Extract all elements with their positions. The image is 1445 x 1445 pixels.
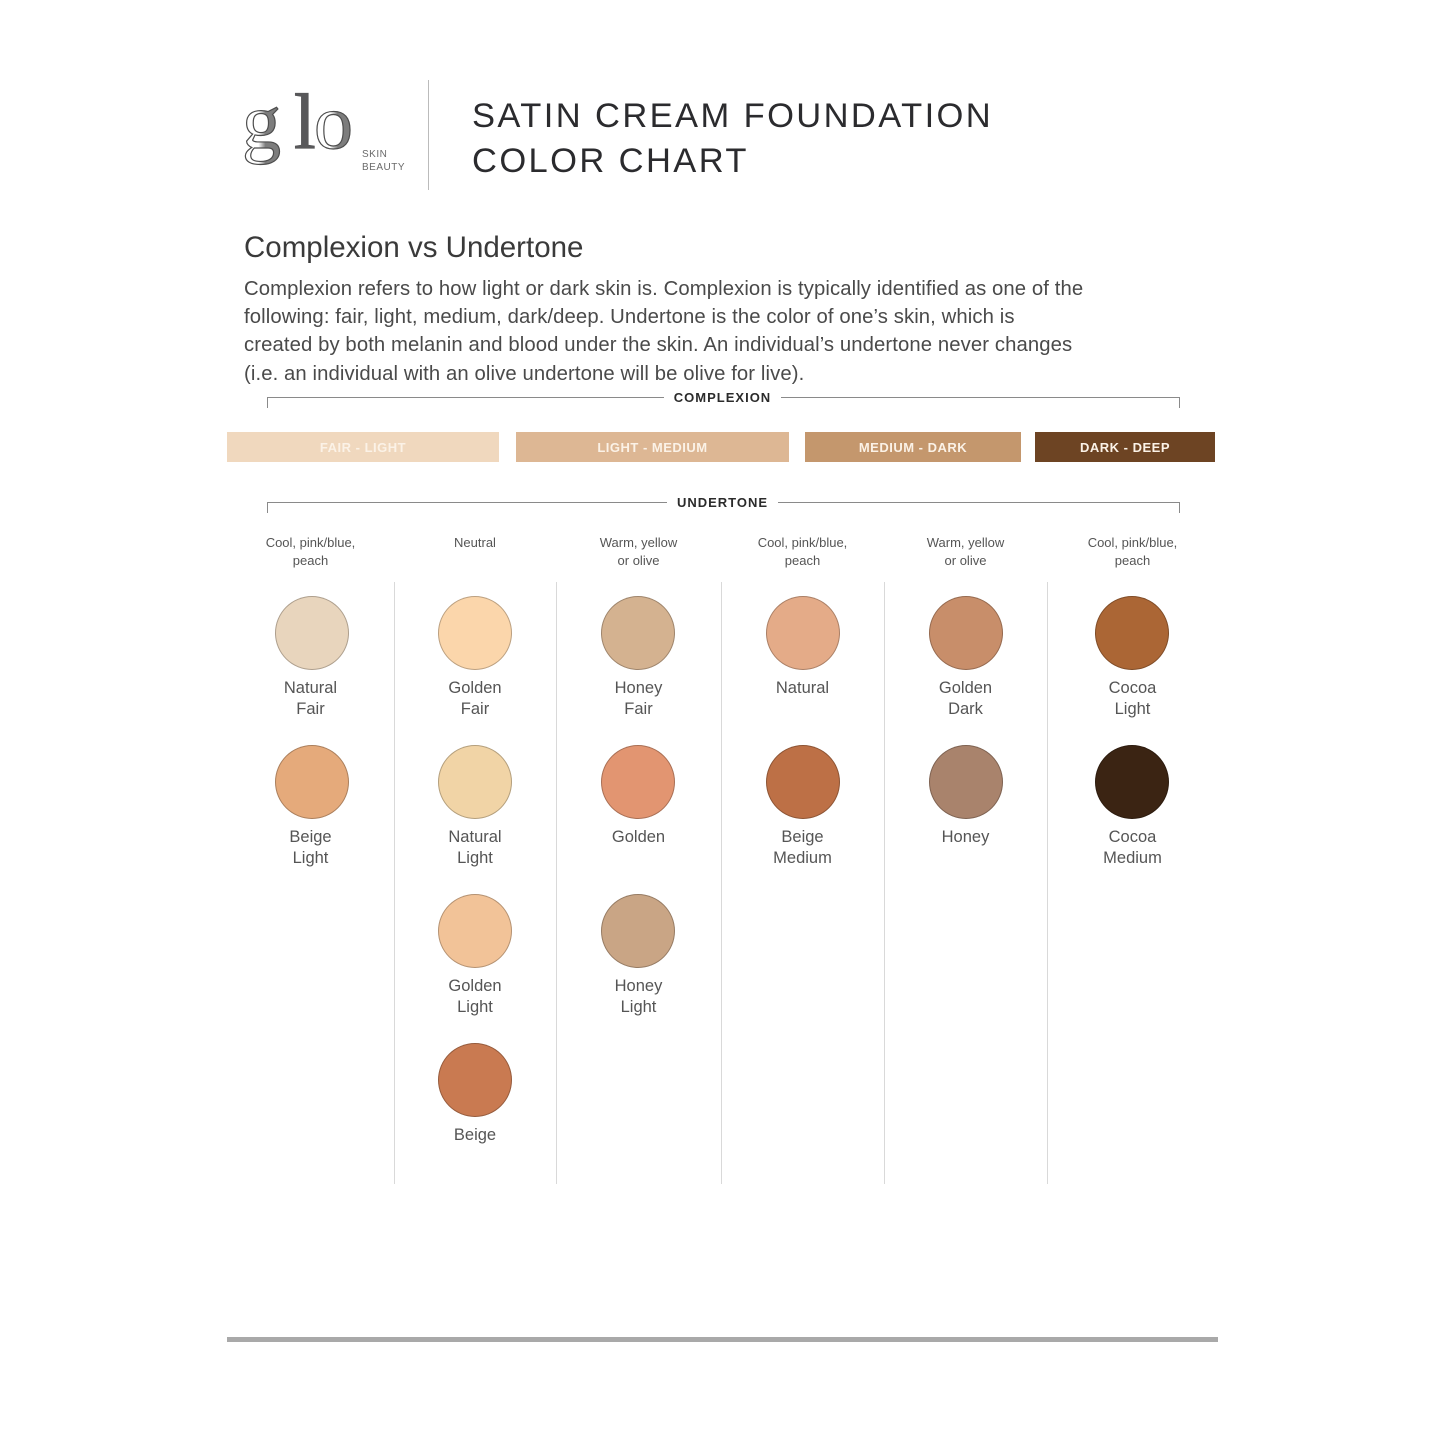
svg-text:o: o — [314, 78, 353, 165]
svg-text:l: l — [294, 78, 316, 165]
svg-text:g: g — [242, 78, 281, 165]
